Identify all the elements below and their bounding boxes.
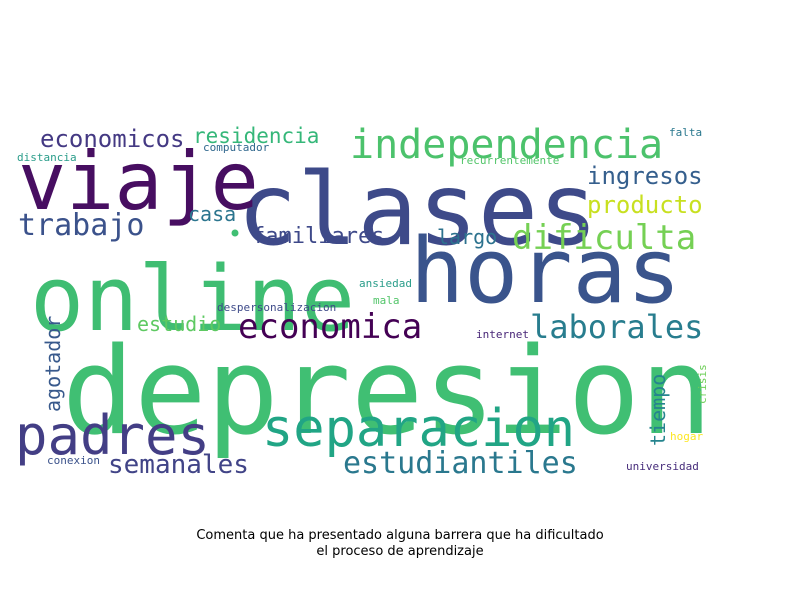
word-distancia: distancia [17, 151, 77, 164]
word-viaje: viaje [18, 135, 259, 228]
word-despersonalizacion: despersonalizacion [217, 301, 336, 314]
word-mala: mala [373, 294, 400, 307]
word-online: online [30, 247, 355, 352]
word-ingresos: ingresos [587, 162, 703, 190]
word-residencia: residencia [193, 124, 319, 148]
caption-line-1: Comenta que ha presentado alguna barrera… [196, 528, 604, 543]
word-conexion: conexion [47, 454, 100, 467]
word-laborales: laborales [530, 308, 703, 346]
figure-caption: Comenta que ha presentado alguna barrera… [0, 528, 800, 560]
word-computador: computador [203, 141, 270, 154]
word-agotador: agotador [41, 316, 65, 412]
word-producto: producto [587, 191, 703, 219]
word-ansiedad: ansiedad [359, 277, 412, 290]
word-estudio: estudio [137, 312, 221, 336]
word-dificulta: dificulta [512, 218, 696, 258]
word-economica: economica [238, 307, 422, 347]
word-padres: padres [15, 404, 210, 467]
word-semanales: semanales [108, 450, 249, 480]
caption-line-2: el proceso de aprendizaje [316, 544, 484, 559]
word-trabajo: trabajo [18, 208, 144, 243]
word-internet: internet [476, 328, 529, 341]
word-hogar: hogar [670, 430, 703, 443]
word-separacion: separacion [262, 399, 575, 459]
word-tiempo: tiempo [646, 374, 670, 446]
word-horas: horas [410, 219, 681, 324]
word-casa: casa [188, 202, 236, 226]
dot-mark [231, 229, 239, 237]
word-economicos: economicos [40, 125, 185, 153]
word-falta: falta [669, 126, 702, 139]
word-largo: largo [437, 225, 497, 249]
word-clases: clases [237, 151, 598, 268]
word-familiares: familiares [252, 224, 384, 249]
word-crisis: crisis [696, 364, 709, 404]
word-independencia: independencia [350, 122, 663, 168]
word-estudiantiles: estudiantiles [343, 446, 578, 481]
word-universidad: universidad [626, 460, 699, 473]
word-depresion: depresion [62, 323, 712, 462]
word-recurrentemente: recurrentemente [460, 154, 559, 167]
